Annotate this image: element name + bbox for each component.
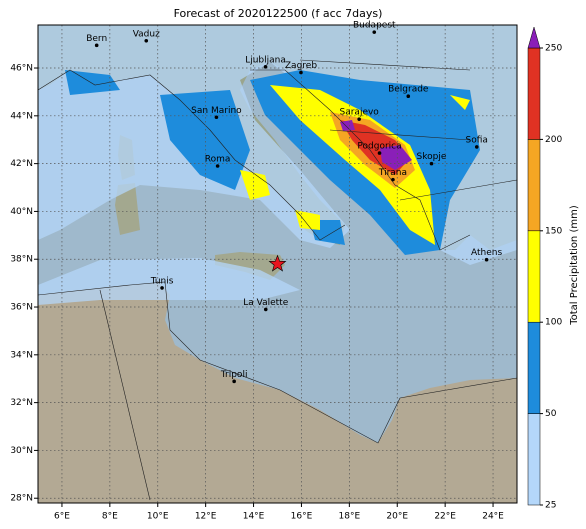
city-label: Tripoli <box>220 370 248 380</box>
x-tick-label: 18°E <box>339 512 361 522</box>
city-label: Belgrade <box>388 85 429 95</box>
city-label: San Marino <box>191 106 242 116</box>
colorbar-segment <box>527 413 541 506</box>
city-dot <box>484 257 489 262</box>
city-dot <box>144 38 149 43</box>
x-tick-label: 8°E <box>102 512 118 522</box>
colorbar-segment <box>527 321 541 414</box>
x-tick-label: 10°E <box>147 512 169 522</box>
x-tick-label: 14°E <box>243 512 265 522</box>
city-dot <box>263 65 268 69</box>
city-label: Sofia <box>466 135 488 145</box>
city-label: Tirana <box>378 168 407 178</box>
x-tick-label: 12°E <box>195 512 217 522</box>
x-tick-label: 20°E <box>386 512 408 522</box>
city-dot <box>474 145 479 149</box>
city-dot <box>377 151 382 155</box>
city-label: Zagreb <box>285 61 317 71</box>
city-dot <box>391 177 395 182</box>
y-tick-label: 40°N <box>10 207 33 217</box>
city-dot <box>160 286 164 290</box>
city-dot <box>406 94 411 99</box>
city-label: La Valette <box>243 298 288 308</box>
colorbar-segment <box>527 139 541 232</box>
city-dot <box>299 70 303 75</box>
city-label: Bern <box>86 34 107 44</box>
city-dot <box>357 117 361 121</box>
colorbar-tick-label: 50 <box>545 409 557 419</box>
colorbar-label: Total Precipitation (mm) <box>569 205 580 326</box>
colorbar-tick-label: 25 <box>545 501 556 511</box>
colorbar-segment <box>527 230 541 323</box>
x-tick-label: 22°E <box>434 512 456 522</box>
y-tick-label: 46°N <box>10 64 33 74</box>
city-label: Budapest <box>353 21 396 31</box>
city-label: Athens <box>471 248 502 258</box>
y-tick-label: 30°N <box>10 446 33 456</box>
y-tick-label: 44°N <box>10 111 33 121</box>
city-dot <box>232 379 236 384</box>
x-tick-label: 6°E <box>54 512 70 522</box>
y-tick-label: 28°N <box>10 494 33 504</box>
x-tick-label: 16°E <box>291 512 313 522</box>
borders <box>38 59 517 501</box>
city-dot <box>214 115 219 120</box>
city-dot <box>94 43 99 48</box>
city-dot <box>429 161 434 166</box>
city-label: Podgorica <box>357 142 401 152</box>
city-dot <box>263 307 268 312</box>
precip-50 <box>65 70 480 255</box>
y-tick-label: 32°N <box>10 398 33 408</box>
y-tick-label: 42°N <box>10 159 33 169</box>
star-marker <box>268 254 287 272</box>
city-label: Tunis <box>150 276 174 286</box>
colorbar-extend <box>527 26 541 49</box>
colorbar-tick-label: 200 <box>545 135 562 145</box>
y-tick-label: 36°N <box>10 303 33 313</box>
city-dot <box>215 164 220 168</box>
city-dot <box>372 30 377 34</box>
y-tick-label: 38°N <box>10 255 33 265</box>
colorbar-tick-label: 100 <box>545 318 562 328</box>
precip-25 <box>38 258 300 305</box>
precip-250 <box>340 120 412 170</box>
precip-100 <box>240 85 470 245</box>
x-tick-label: 24°E <box>482 512 504 522</box>
city-label: Vaduz <box>133 29 160 39</box>
map-frame <box>37 24 518 504</box>
colorbar-segment <box>527 47 541 140</box>
colorbar-tick-label: 250 <box>545 44 562 54</box>
city-label: Sarajevo <box>340 108 380 118</box>
colorbar-tick-label: 150 <box>545 226 562 236</box>
map-title: Forecast of 2020122500 (f acc 7days) <box>174 7 383 20</box>
y-tick-label: 34°N <box>10 350 33 360</box>
city-label: Skopje <box>417 152 447 162</box>
city-label: Ljubljana <box>245 55 286 65</box>
city-label: Roma <box>205 155 231 165</box>
